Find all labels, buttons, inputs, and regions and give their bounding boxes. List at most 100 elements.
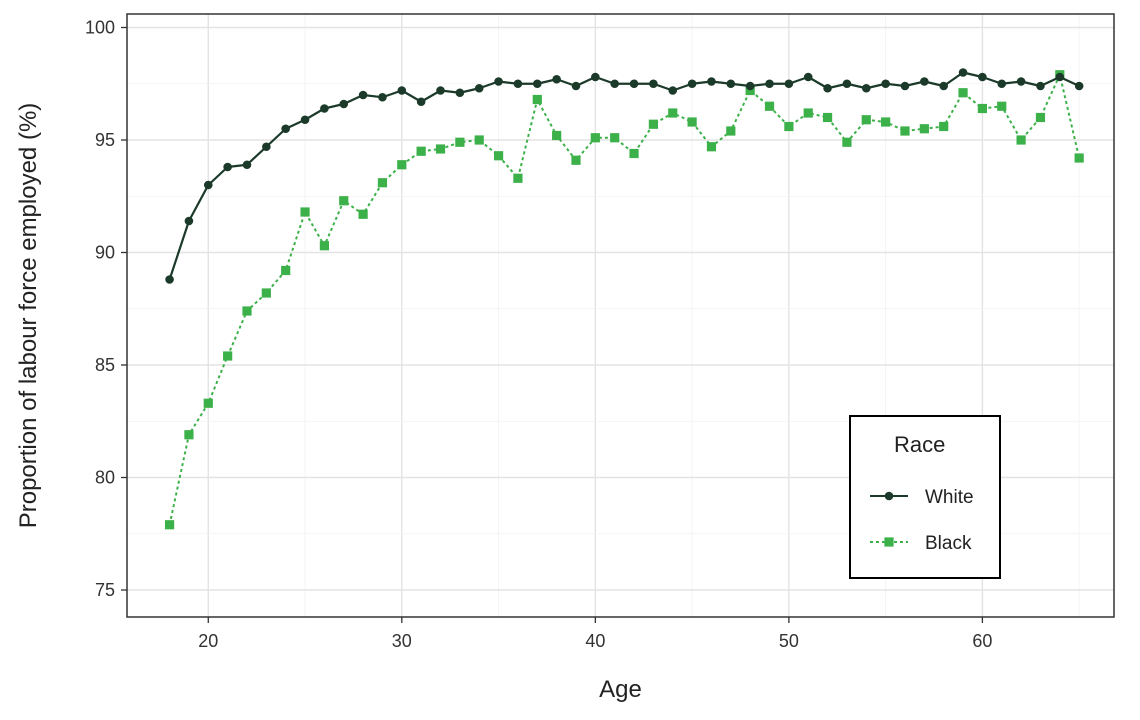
black-point (648, 119, 658, 129)
black-point (958, 88, 968, 98)
white-point (687, 79, 697, 89)
black-point (242, 306, 252, 316)
white-point (1055, 72, 1065, 82)
black-point (416, 146, 426, 156)
black-line (168, 73, 1081, 525)
white-point (358, 90, 368, 100)
black-point (184, 430, 194, 440)
black-point (203, 398, 213, 408)
black-point (261, 288, 271, 298)
black-point (668, 108, 678, 118)
legend-white-marker (884, 491, 894, 501)
black-point (164, 520, 175, 530)
white-point (745, 81, 755, 91)
y-tick-label: 75 (95, 580, 115, 600)
black-point (223, 351, 233, 361)
black-point (513, 173, 523, 183)
legend-black-label: Black (925, 533, 972, 554)
legend-entry-black: Black (870, 533, 972, 554)
white-point (455, 88, 465, 98)
white-point (300, 115, 310, 125)
black-point (822, 112, 833, 123)
white-point (378, 92, 387, 102)
legend-white-label: White (925, 487, 974, 508)
black-point (397, 160, 407, 170)
white-point (823, 83, 832, 93)
white-point (494, 77, 503, 86)
x-tick-label: 60 (972, 631, 992, 651)
x-tick-label: 40 (585, 631, 605, 651)
white-point (610, 79, 619, 89)
black-point (881, 117, 891, 127)
black-point (784, 121, 794, 132)
white-point (861, 83, 871, 93)
white-point (900, 81, 910, 91)
black-point (764, 101, 775, 111)
black-point (300, 207, 310, 217)
white-point (165, 275, 174, 284)
white-point (765, 79, 774, 89)
white-point (997, 79, 1007, 89)
black-point (281, 265, 291, 276)
white-point (397, 86, 407, 95)
white-point (242, 160, 252, 170)
black-point (1016, 135, 1026, 145)
legend: Race White Black (849, 415, 1001, 579)
black-point (803, 108, 813, 118)
white-point (939, 81, 948, 91)
x-tick-label: 50 (779, 631, 799, 651)
white-point (707, 77, 716, 86)
white-point (571, 81, 581, 91)
black-point (939, 121, 949, 132)
white-point (320, 104, 329, 113)
white-point (339, 99, 349, 109)
white-point (842, 79, 852, 89)
black-point (726, 126, 736, 136)
y-tick-label: 100 (85, 18, 115, 38)
black-point (552, 130, 562, 141)
legend-title: Race (894, 432, 945, 457)
x-tick-label: 20 (198, 631, 218, 651)
white-point (513, 79, 523, 89)
white-point (726, 79, 736, 89)
black-point (455, 137, 465, 147)
axis-ticks: 20 30 40 50 60 75 80 85 90 95 100 (85, 18, 992, 652)
legend-black-marker (884, 537, 894, 547)
y-axis-title: Proportion of labour force employed (%) (15, 103, 42, 529)
black-point (571, 155, 581, 165)
black-point (706, 142, 717, 152)
black-point (977, 103, 987, 114)
plot-frame (126, 13, 1115, 618)
white-point (474, 83, 484, 93)
white-point (881, 79, 890, 89)
white-point (803, 72, 813, 82)
y-tick-label: 85 (95, 355, 115, 375)
white-point (649, 79, 658, 89)
white-point (978, 72, 987, 82)
white-point (920, 77, 929, 86)
white-point (203, 180, 213, 190)
series-black (164, 70, 1084, 530)
white-point (1074, 81, 1084, 91)
white-point (281, 124, 290, 134)
black-point (610, 133, 620, 143)
white-point (532, 79, 542, 89)
black-point (687, 117, 697, 127)
white-point (436, 86, 445, 95)
black-point (339, 196, 349, 206)
y-tick-label: 95 (95, 130, 115, 150)
legend-entries: White Black (870, 487, 974, 554)
black-point (532, 94, 542, 105)
white-point (629, 79, 639, 89)
black-point (842, 137, 852, 147)
white-point (958, 68, 968, 77)
white-point (552, 74, 561, 84)
black-point (997, 101, 1007, 111)
black-point (319, 241, 329, 251)
black-point (474, 135, 484, 145)
series-layer (164, 68, 1084, 530)
white-point (591, 72, 600, 82)
white-point (1016, 77, 1026, 86)
